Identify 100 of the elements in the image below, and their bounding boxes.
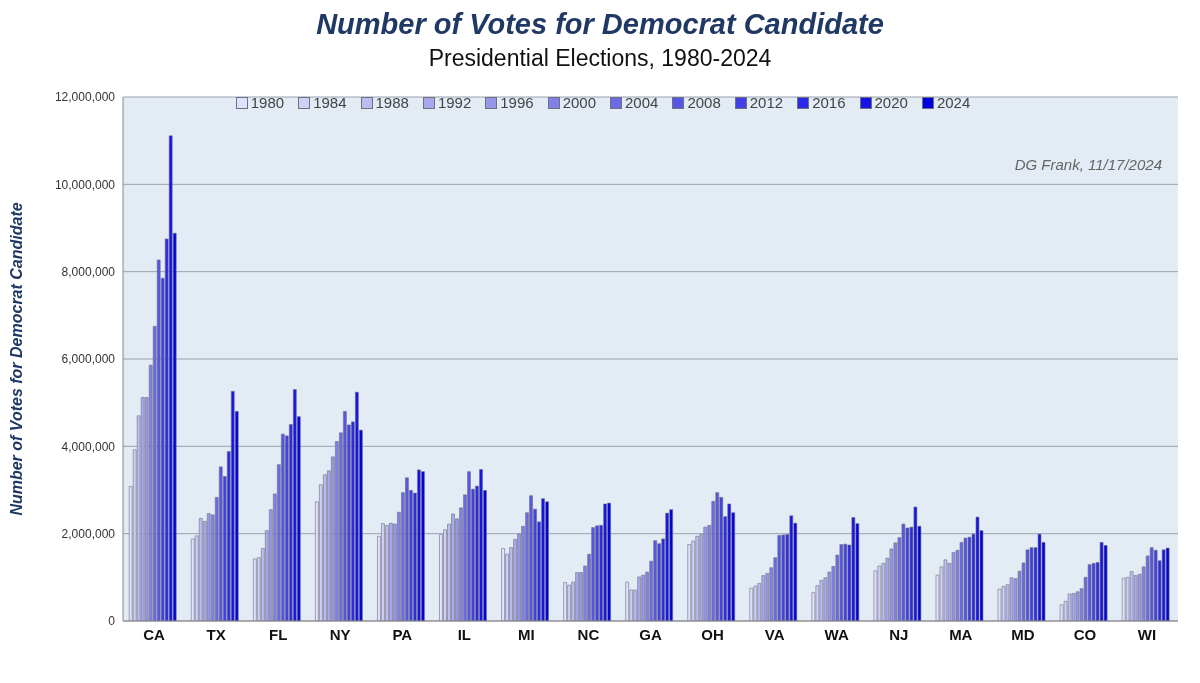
bar — [389, 522, 393, 621]
legend-label: 1984 — [313, 94, 347, 111]
x-tick-label: PA — [392, 625, 413, 643]
bar — [293, 389, 297, 621]
bar — [665, 512, 669, 621]
bar — [967, 536, 972, 621]
bar — [951, 552, 956, 621]
bar — [1075, 591, 1080, 621]
y-tick-label: 6,000,000 — [61, 352, 116, 367]
bar — [343, 411, 347, 621]
x-tick-label: NC — [577, 625, 600, 643]
x-tick-label: MD — [1011, 625, 1035, 643]
bar — [1029, 547, 1034, 621]
bar — [1067, 593, 1072, 621]
bar — [781, 534, 786, 621]
bar — [595, 525, 599, 621]
bar — [1071, 593, 1076, 621]
legend-label: 1980 — [250, 94, 285, 111]
bar — [230, 391, 235, 621]
legend-label: 1996 — [500, 94, 534, 111]
bar — [637, 576, 641, 621]
bar — [669, 509, 673, 621]
bar — [1009, 577, 1014, 621]
bar — [761, 575, 766, 621]
bar — [156, 259, 161, 621]
bar — [1103, 545, 1108, 621]
legend-label: 1992 — [437, 94, 472, 111]
bar — [575, 572, 579, 621]
y-tick-label: 12,000,000 — [54, 90, 116, 105]
x-tick-label: FL — [268, 625, 288, 643]
legend-label: 1988 — [375, 94, 409, 111]
bar — [753, 585, 758, 621]
bar — [691, 540, 696, 621]
x-tick-label: GA — [639, 625, 662, 643]
legend-label: 2004 — [625, 94, 659, 111]
bar — [541, 498, 545, 621]
y-tick-label: 4,000,000 — [61, 439, 116, 454]
bar — [1153, 549, 1158, 621]
x-tick-label: NJ — [889, 625, 909, 643]
bar — [168, 135, 173, 621]
x-tick-label: CO — [1073, 625, 1097, 643]
bar — [417, 469, 421, 621]
bar — [703, 526, 708, 621]
bar — [819, 580, 824, 621]
bar — [905, 527, 910, 621]
bar — [1099, 542, 1104, 621]
bar — [1165, 547, 1170, 621]
bar — [323, 474, 327, 621]
legend-label: 2008 — [687, 94, 721, 111]
bar — [695, 535, 700, 621]
bar — [198, 518, 203, 621]
bar — [877, 565, 882, 621]
bar — [1149, 547, 1154, 621]
legend-label: 2012 — [749, 94, 784, 111]
bar — [1025, 549, 1030, 621]
bar — [1091, 563, 1096, 621]
bar — [206, 513, 211, 621]
bar — [789, 515, 794, 621]
bar — [467, 471, 471, 621]
legend-label: 2020 — [874, 94, 908, 111]
bar — [913, 506, 918, 621]
y-axis-title: Number of Votes for Democrat Candidate — [7, 202, 25, 516]
bar — [479, 469, 483, 621]
bar — [381, 523, 385, 621]
bar — [218, 466, 223, 621]
x-tick-label: CA — [143, 625, 166, 643]
bar — [421, 471, 425, 621]
x-tick-label: VA — [764, 625, 785, 643]
y-tick-label: 2,000,000 — [61, 526, 116, 541]
bar — [777, 535, 782, 621]
legend-label: 2024 — [936, 94, 971, 111]
bar — [843, 543, 848, 621]
y-tick-label: 10,000,000 — [54, 177, 116, 192]
bar — [591, 527, 595, 621]
bar — [851, 517, 856, 621]
x-tick-label: IL — [457, 625, 471, 643]
x-tick-label: WI — [1137, 625, 1157, 643]
bar — [1037, 533, 1042, 621]
x-tick-label: WA — [824, 625, 849, 643]
bar — [839, 544, 844, 621]
bar — [1133, 575, 1138, 621]
bar — [567, 584, 571, 621]
bar — [975, 516, 980, 621]
legend-label: 2016 — [812, 94, 846, 111]
annotation: DG Frank, 11/17/2024 — [1014, 156, 1162, 173]
bar — [1161, 549, 1166, 621]
bar — [715, 492, 720, 621]
y-tick-label: 0 — [108, 614, 116, 629]
legend-label: 2000 — [562, 94, 596, 111]
x-tick-label: OH — [701, 625, 724, 643]
bar — [355, 391, 359, 621]
bar — [653, 540, 657, 621]
bar — [963, 537, 968, 621]
bar — [641, 574, 645, 621]
bar — [1129, 571, 1134, 621]
bar — [281, 433, 285, 621]
chart-subtitle: Presidential Elections, 1980-2024 — [427, 45, 773, 72]
chart-title: Number of Votes for Democrat Candidate — [315, 8, 885, 41]
x-tick-label: MA — [949, 625, 973, 643]
bar — [901, 523, 906, 621]
